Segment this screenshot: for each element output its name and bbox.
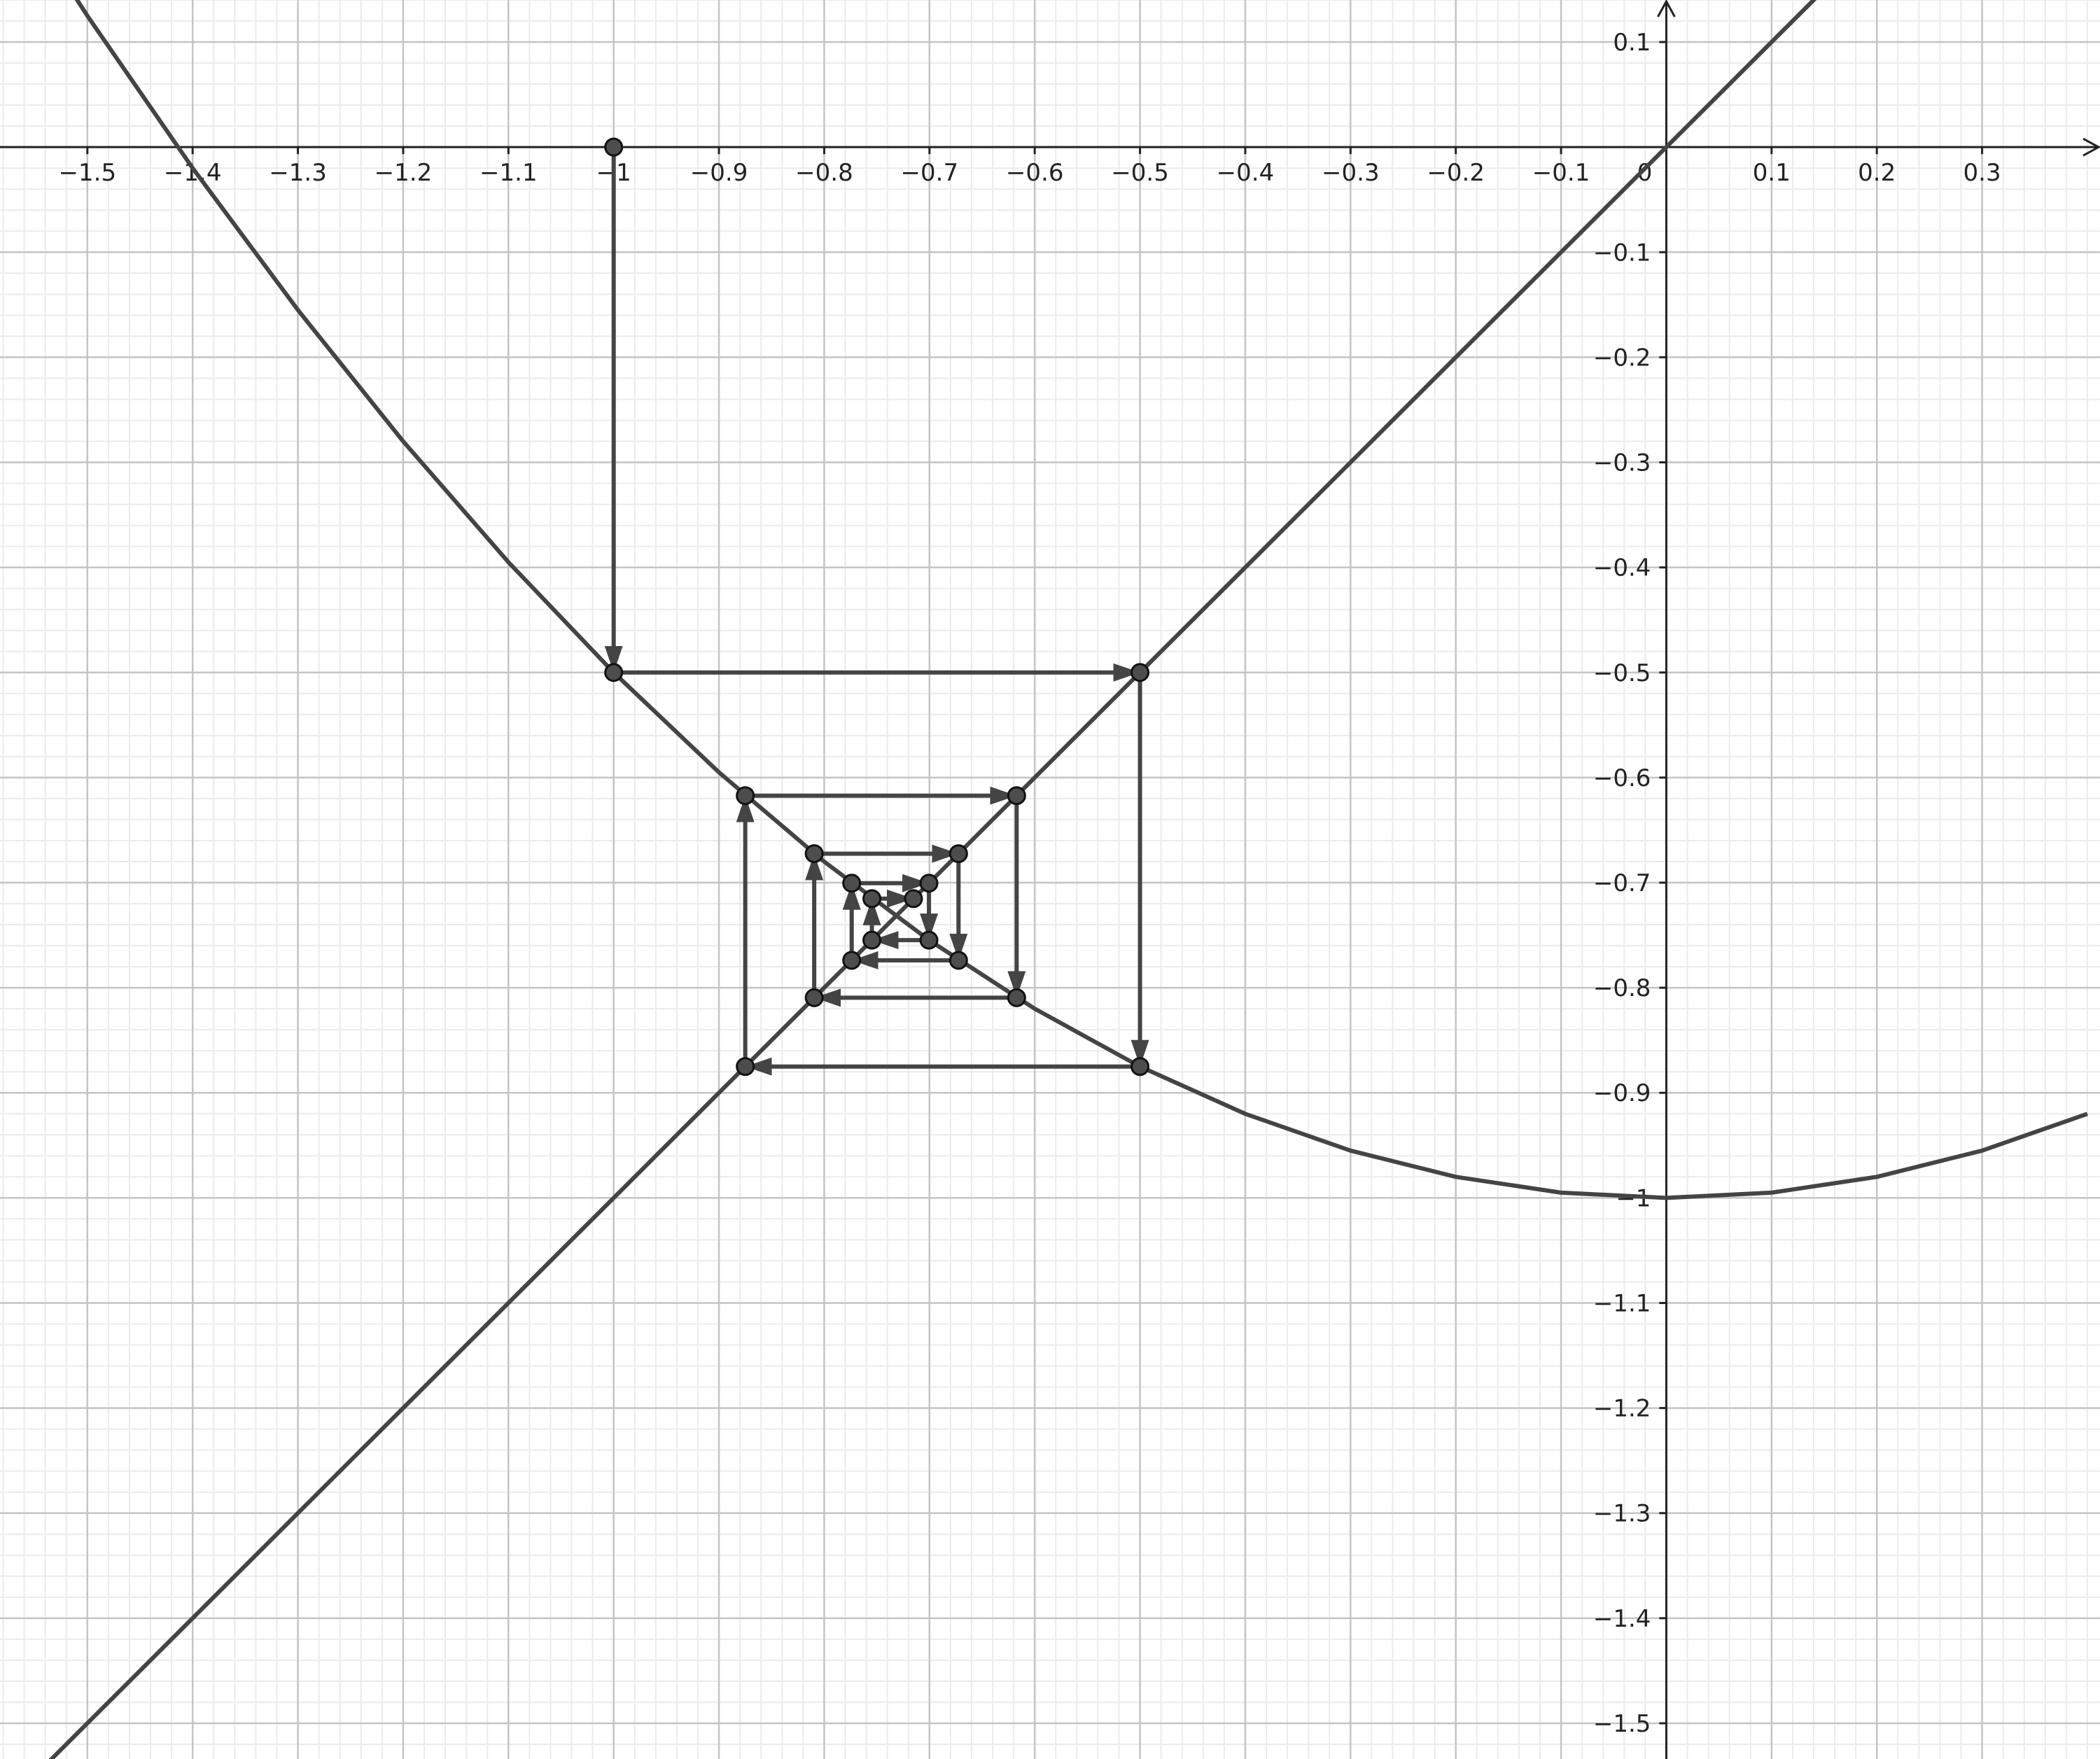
cobweb-point bbox=[804, 844, 824, 864]
x-tick-label: 0.1 bbox=[1753, 159, 1791, 187]
x-tick-label: −0.9 bbox=[690, 159, 748, 187]
y-tick-label: −1.2 bbox=[1593, 1395, 1651, 1423]
y-tick-label: −1.5 bbox=[1593, 1710, 1651, 1738]
y-tick-label: −1.3 bbox=[1593, 1500, 1651, 1528]
y-tick-label: −0.3 bbox=[1593, 449, 1651, 477]
y-tick-label: −0.6 bbox=[1593, 764, 1651, 792]
y-tick-label: −0.5 bbox=[1593, 659, 1651, 687]
x-tick-label: −0.7 bbox=[901, 159, 959, 187]
cobweb-point bbox=[604, 663, 624, 682]
cobweb-point bbox=[842, 951, 862, 970]
cobweb-point bbox=[736, 1057, 755, 1077]
cobweb-point bbox=[948, 951, 968, 970]
x-tick-label: 0.2 bbox=[1858, 159, 1896, 187]
x-tick-label: −0.3 bbox=[1322, 159, 1380, 187]
x-tick-label: −1.5 bbox=[59, 159, 117, 187]
x-tick-label: −0.2 bbox=[1427, 159, 1485, 187]
x-tick-label: −0.5 bbox=[1111, 159, 1169, 187]
cobweb-point bbox=[604, 137, 624, 157]
x-tick-label: −1.3 bbox=[269, 159, 327, 187]
cobweb-point bbox=[919, 930, 939, 950]
cobweb-point bbox=[862, 889, 882, 909]
cobweb-point bbox=[1007, 786, 1026, 806]
function-curve bbox=[74, 0, 2088, 1200]
x-tick-label: −1.1 bbox=[479, 159, 538, 187]
y-tick-label: −0.8 bbox=[1593, 974, 1651, 1002]
x-tick-label: −1.4 bbox=[164, 159, 222, 187]
x-tick-label: −0.1 bbox=[1532, 159, 1590, 187]
y-tick-label: −0.4 bbox=[1593, 554, 1651, 582]
y-tick-label: −0.9 bbox=[1593, 1079, 1651, 1107]
x-tick-label: 0.3 bbox=[1963, 159, 2001, 187]
y-tick-label: 0.1 bbox=[1613, 29, 1651, 57]
y-tick-label: −0.7 bbox=[1593, 869, 1651, 897]
x-tick-label: −0.4 bbox=[1217, 159, 1275, 187]
x-tick-label: −1.2 bbox=[374, 159, 433, 187]
cobweb-point bbox=[736, 786, 755, 806]
y-tick-label: −0.1 bbox=[1593, 239, 1651, 267]
x-tick-label: −0.6 bbox=[1006, 159, 1064, 187]
cobweb-point bbox=[842, 874, 862, 893]
cobweb-point bbox=[1130, 663, 1150, 682]
cobweb-point bbox=[804, 988, 824, 1007]
cobweb-point bbox=[919, 874, 939, 893]
cobweb-point bbox=[904, 889, 923, 909]
cobweb-point bbox=[1130, 1057, 1150, 1077]
x-tick-label: −0.8 bbox=[795, 159, 853, 187]
cobweb-point bbox=[948, 844, 968, 864]
cobweb-point bbox=[1007, 988, 1026, 1007]
y-tick-label: −1.4 bbox=[1593, 1605, 1651, 1633]
y-tick-label: −1.1 bbox=[1593, 1289, 1651, 1317]
y-tick-label: −0.2 bbox=[1593, 344, 1651, 372]
cobweb-point bbox=[862, 930, 882, 950]
